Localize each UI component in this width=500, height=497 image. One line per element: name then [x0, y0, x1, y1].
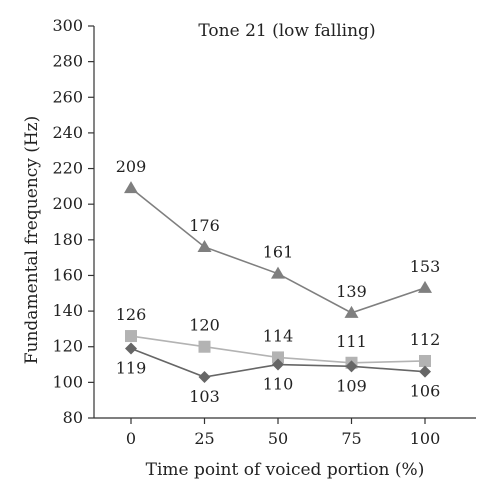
y-tick-label: 180	[52, 230, 83, 249]
x-tick-label: 100	[410, 429, 441, 448]
data-point-triangle	[124, 181, 138, 194]
data-label: 139	[336, 282, 367, 301]
y-tick-label: 220	[52, 159, 83, 178]
data-point-square	[125, 330, 137, 343]
data-label: 126	[116, 305, 147, 324]
y-tick-label: 80	[63, 408, 83, 427]
data-label: 110	[263, 375, 294, 394]
data-label: 176	[189, 216, 220, 235]
data-label: 103	[189, 387, 220, 406]
x-tick-label: 75	[341, 429, 361, 448]
y-tick-label: 300	[52, 16, 83, 35]
data-label: 119	[116, 359, 147, 378]
data-point-triangle	[197, 239, 212, 252]
data-label: 161	[263, 243, 294, 262]
data-point-diamond	[125, 342, 137, 355]
x-axis-title: Time point of voiced portion (%)	[146, 460, 425, 480]
y-tick-label: 140	[52, 301, 83, 320]
y-axis-title: Fundamental frequency (Hz)	[22, 116, 42, 365]
x-tick-label: 25	[194, 429, 214, 448]
y-tick-label: 160	[52, 265, 83, 284]
y-tick-label: 240	[52, 123, 83, 142]
data-point-triangle	[271, 266, 285, 279]
series-triangle: 209 176 161 139 153	[116, 157, 441, 318]
data-point-diamond	[272, 358, 284, 371]
data-label: 106	[410, 382, 441, 401]
data-point-triangle	[418, 280, 432, 293]
data-point-square	[272, 351, 284, 364]
series-diamond: 119 103 110 109 106	[116, 342, 441, 406]
x-ticks: 0 25 50 75 100	[126, 418, 440, 448]
y-tick-label: 200	[52, 194, 83, 213]
x-tick-label: 0	[126, 429, 136, 448]
y-tick-label: 280	[52, 52, 83, 71]
data-point-square	[198, 340, 211, 353]
data-label: 209	[116, 157, 147, 176]
data-point-square	[419, 354, 431, 367]
data-point-diamond	[345, 360, 358, 373]
y-tick-label: 100	[52, 372, 83, 391]
data-label: 114	[263, 326, 294, 345]
series-square: 126 120 114 111 112	[116, 305, 441, 369]
data-label: 111	[336, 332, 367, 351]
data-point-diamond	[198, 371, 211, 384]
data-label: 153	[410, 257, 441, 276]
y-ticks: 80 100 120 140 160 180 200 220 240 260 280 300	[52, 16, 94, 427]
y-tick-label: 260	[52, 87, 83, 106]
data-point-diamond	[419, 365, 431, 378]
data-label: 112	[410, 330, 441, 349]
chart-title: Tone 21 (low falling)	[198, 21, 375, 41]
data-label: 109	[336, 376, 367, 395]
data-point-triangle	[344, 305, 359, 318]
y-tick-label: 120	[52, 337, 83, 356]
x-tick-label: 50	[268, 429, 288, 448]
data-label: 120	[189, 316, 220, 335]
